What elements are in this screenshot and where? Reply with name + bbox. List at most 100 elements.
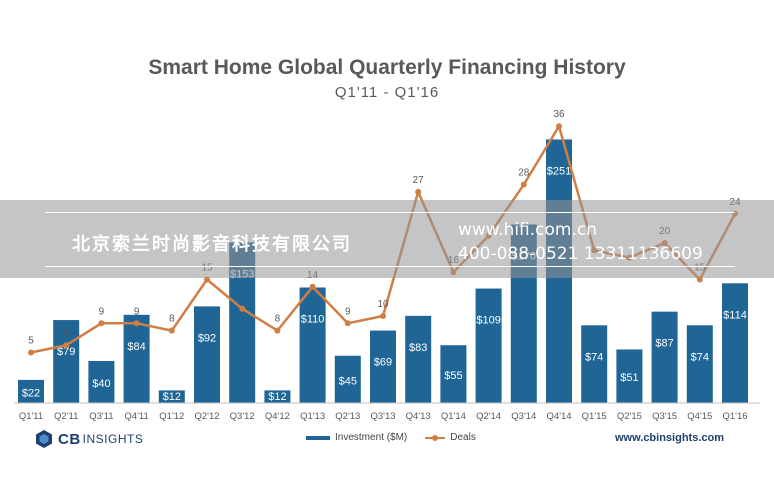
logo-text-insights: INSIGHTS bbox=[82, 432, 144, 446]
watermark-banner: 北京索兰时尚影音科技有限公司 www.hifi.com.cn 400-088-0… bbox=[0, 200, 774, 278]
investment-bar bbox=[334, 355, 361, 403]
deals-point bbox=[98, 320, 105, 327]
deals-point bbox=[274, 327, 281, 334]
x-tick-label: Q4'14 bbox=[546, 411, 571, 422]
x-tick-label: Q1'16 bbox=[722, 411, 747, 422]
deals-point bbox=[28, 349, 34, 356]
deals-point bbox=[309, 283, 316, 290]
bar-value-label: $22 bbox=[22, 387, 40, 399]
deals-point bbox=[415, 188, 422, 195]
investment-bar bbox=[370, 330, 396, 403]
investment-bar bbox=[722, 283, 748, 403]
deals-value-label: 10 bbox=[377, 299, 389, 310]
deals-point bbox=[133, 320, 140, 327]
deals-point bbox=[696, 276, 703, 283]
bar-value-label: $110 bbox=[301, 314, 325, 326]
x-tick-label: Q3'15 bbox=[652, 411, 677, 422]
legend-investment-swatch bbox=[306, 435, 330, 440]
investment-bar bbox=[475, 288, 502, 403]
investment-bar bbox=[158, 390, 185, 403]
deals-point bbox=[520, 181, 527, 188]
watermark-divider-top bbox=[45, 212, 735, 213]
x-tick-label: Q2'11 bbox=[54, 411, 78, 422]
watermark-url: www.hifi.com.cn bbox=[458, 220, 597, 240]
investment-bar bbox=[440, 345, 467, 403]
legend-deals-label: Deals bbox=[450, 432, 476, 443]
cb-insights-logo: CB INSIGHTS bbox=[34, 429, 143, 449]
bar-value-label: $109 bbox=[476, 315, 500, 327]
deals-point bbox=[380, 313, 386, 319]
x-tick-label: Q1'11 bbox=[19, 411, 43, 422]
investment-bar bbox=[123, 314, 150, 403]
x-tick-label: Q2'13 bbox=[335, 411, 360, 422]
investment-bar bbox=[405, 315, 432, 403]
x-tick-label: Q3'12 bbox=[230, 411, 255, 422]
deals-point bbox=[168, 327, 175, 334]
investment-bar bbox=[194, 306, 220, 403]
chart-subtitle: Q1'11 - Q1'16 bbox=[334, 84, 440, 101]
investment-bar bbox=[53, 320, 80, 403]
x-tick-label: Q1'13 bbox=[300, 411, 325, 422]
bar-value-label: $12 bbox=[163, 391, 181, 403]
x-tick-label: Q1'14 bbox=[441, 411, 466, 422]
legend-investment-label: Investment ($M) bbox=[335, 432, 408, 443]
x-tick-label: Q1'12 bbox=[159, 411, 184, 422]
deals-point bbox=[239, 305, 246, 312]
investment-bar bbox=[88, 361, 115, 403]
x-tick-label: Q4'11 bbox=[124, 411, 148, 422]
investment-bar bbox=[686, 325, 713, 403]
x-tick-label: Q2'14 bbox=[476, 411, 501, 422]
cb-logo-icon bbox=[36, 430, 52, 448]
deals-value-label: 36 bbox=[553, 109, 565, 120]
x-tick-label: Q3'11 bbox=[89, 411, 113, 422]
logo-text-cb: CB bbox=[58, 430, 81, 448]
bar-value-label: $51 bbox=[620, 372, 638, 384]
investment-bar bbox=[581, 325, 608, 403]
x-tick-label: Q2'15 bbox=[617, 411, 642, 422]
bar-value-label: $79 bbox=[57, 346, 75, 358]
bar-value-label: $84 bbox=[127, 341, 145, 353]
bar-value-label: $83 bbox=[409, 342, 427, 354]
deals-value-label: 8 bbox=[169, 314, 175, 325]
legend-deals-swatch bbox=[425, 434, 446, 441]
chart-title: Smart Home Global Quarterly Financing Hi… bbox=[148, 56, 626, 79]
x-tick-label: Q4'12 bbox=[265, 411, 290, 422]
x-tick-label: Q3'13 bbox=[370, 411, 395, 422]
bar-value-label: $87 bbox=[655, 338, 673, 350]
bar-value-label: $74 bbox=[691, 351, 709, 363]
deals-value-label: 9 bbox=[134, 306, 140, 317]
x-tick-label: Q3'14 bbox=[511, 411, 536, 422]
x-tick-label: Q4'13 bbox=[406, 411, 431, 422]
deals-value-label: 5 bbox=[28, 336, 34, 347]
deals-point bbox=[63, 342, 70, 349]
deals-point bbox=[344, 320, 351, 327]
bar-value-label: $251 bbox=[547, 165, 571, 177]
bar-value-label: $114 bbox=[723, 309, 747, 321]
x-tick-label: Q2'12 bbox=[194, 411, 219, 422]
bar-value-label: $92 bbox=[198, 332, 216, 344]
bar-value-label: $74 bbox=[585, 351, 603, 363]
investment-bar bbox=[299, 287, 326, 403]
deals-value-label: 9 bbox=[99, 306, 105, 317]
investment-bar bbox=[651, 311, 678, 403]
watermark-company: 北京索兰时尚影音科技有限公司 bbox=[72, 234, 352, 255]
watermark-divider-bottom bbox=[45, 266, 735, 267]
deals-value-label: 8 bbox=[275, 314, 281, 325]
bar-value-label: $40 bbox=[92, 378, 110, 390]
investment-bar bbox=[616, 349, 643, 403]
deals-point bbox=[204, 276, 210, 283]
footer-url: www.cbinsights.com bbox=[615, 432, 724, 444]
deals-value-label: 6 bbox=[63, 328, 69, 339]
deals-value-label: 27 bbox=[413, 175, 425, 186]
bar-value-label: $69 bbox=[374, 357, 392, 369]
watermark-phone: 400-088-0521 13311136609 bbox=[458, 244, 703, 264]
bar-value-label: $55 bbox=[444, 370, 462, 382]
investment-bar bbox=[18, 379, 44, 403]
deals-value-label: 9 bbox=[345, 306, 351, 317]
x-tick-label: Q4'15 bbox=[687, 411, 712, 422]
x-tick-label: Q1'15 bbox=[582, 411, 607, 422]
bar-value-label: $12 bbox=[268, 391, 286, 403]
deals-value-label: 28 bbox=[518, 168, 530, 179]
deals-point bbox=[556, 123, 562, 130]
investment-bar bbox=[264, 390, 291, 403]
